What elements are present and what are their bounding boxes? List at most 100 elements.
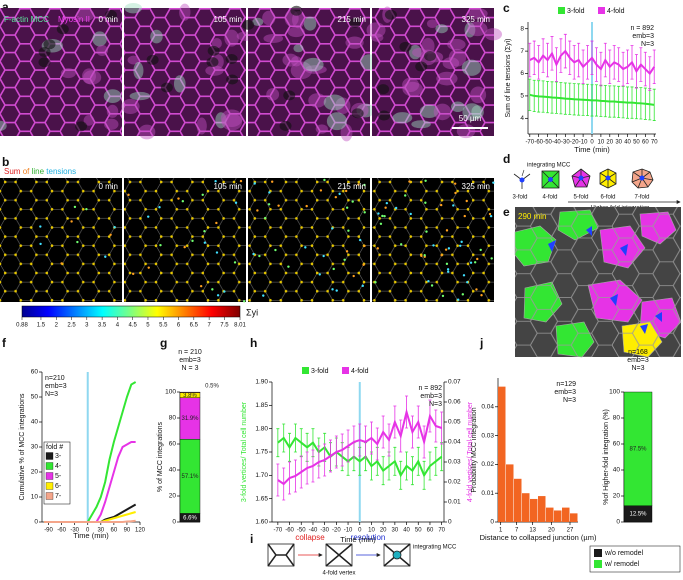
tension-dot (331, 288, 334, 291)
bar-segment (179, 391, 201, 393)
note: emb=3 (554, 389, 576, 396)
series-line (277, 436, 443, 478)
tension-dot (384, 206, 387, 209)
cell-blob (106, 104, 119, 118)
x-tick-label: 13 (529, 528, 536, 534)
dark-cell (160, 82, 173, 93)
diagram-d: integrating MCC 3-fold 4-fold 5-fold 6-f… (512, 163, 681, 212)
y-axis-label: Cumulative % of MCC integrations (19, 393, 26, 500)
value-label: 12.5% (629, 511, 647, 517)
legend-swatch (302, 367, 309, 374)
dark-cell (146, 54, 159, 65)
tension-dot (425, 230, 428, 233)
histogram-bar (570, 513, 578, 522)
channel-label: F-actin MCC (4, 15, 49, 24)
x-axis-label: Time (min) (340, 535, 376, 544)
tension-dot (258, 254, 261, 258)
tension-dot (461, 293, 465, 296)
cell-blob (326, 112, 348, 131)
note: N=3 (429, 401, 442, 408)
panel-label: a (2, 0, 9, 14)
cell-blob (421, 37, 435, 55)
colorbar (21, 305, 241, 318)
y-tick-label: 0 (34, 519, 38, 526)
fold-label: 5-fold (573, 195, 588, 201)
tension-dot (347, 229, 350, 232)
tension-dot (374, 281, 377, 284)
cell-blob (224, 29, 239, 47)
tension-dot (73, 205, 77, 209)
y-tick-label: 10 (31, 494, 39, 501)
note: n=168 (628, 349, 648, 356)
tension-dot (399, 243, 403, 246)
y-tick-label: 60 (31, 369, 39, 376)
dark-cell (56, 24, 69, 35)
time-label: 215 min (338, 15, 366, 24)
tension-dot (363, 183, 366, 187)
cell-blob (290, 61, 313, 80)
legend-label: 3- (55, 453, 62, 460)
cell-blob (315, 124, 328, 134)
vertex-label: 4-fold vertex (322, 571, 355, 577)
y-tick-label: 100 (609, 389, 620, 396)
dark-cell (242, 19, 255, 30)
colorbar-label: Σyi (246, 307, 258, 317)
tension-dot (452, 204, 455, 207)
series-line (44, 519, 136, 523)
y2-tick-label: 0.03 (448, 459, 461, 466)
y-tick-label: 0.02 (481, 461, 494, 468)
cell-blob (215, 112, 227, 129)
value-label: 87.5% (629, 446, 647, 452)
cell-blob (411, 120, 431, 129)
note: n = 892 (630, 25, 654, 32)
tension-dot (408, 180, 411, 183)
dark-cell (351, 108, 364, 119)
cell-blob (371, 33, 384, 42)
tension-dot (331, 227, 334, 230)
note: N=3 (631, 365, 644, 372)
tension-dot (264, 216, 267, 220)
tension-dot (460, 240, 463, 244)
cell-blob (462, 103, 482, 121)
x-tick-label: 70 (438, 528, 445, 534)
tension-dot (381, 214, 384, 218)
time-label: 325 min (462, 182, 490, 191)
tension-dot (262, 294, 265, 297)
cell-blob (179, 3, 191, 21)
tension-dot (345, 250, 349, 253)
y-tick-label: 40 (169, 467, 177, 474)
time-label: 105 min (214, 182, 242, 191)
y-tick-label: 100 (165, 389, 176, 396)
y-tick-label: 20 (31, 469, 39, 476)
x-tick-label: 70 (651, 140, 658, 146)
y-tick-label: 1.65 (255, 495, 268, 502)
y2-tick-label: 0.06 (448, 399, 461, 406)
y-tick-label: 1.90 (255, 379, 268, 386)
series-line (529, 93, 655, 106)
cell-blob (263, 33, 284, 44)
micrograph (248, 8, 370, 136)
tension-dot (113, 225, 116, 229)
panel-label: b (2, 155, 9, 169)
dark-cell (75, 121, 88, 132)
cell-blob (448, 48, 467, 67)
y-tick-label: 0 (172, 519, 176, 526)
diagram-i (267, 543, 411, 567)
dark-cell (424, 51, 437, 62)
tension-dot (39, 242, 42, 246)
tension-dot (358, 238, 362, 242)
x-tick-label: -50 (543, 140, 552, 146)
tension-dot (147, 215, 150, 218)
value-label: 0.5% (205, 384, 219, 390)
cell-blob (76, 8, 95, 22)
tension-dot (305, 204, 308, 208)
tension-dot (322, 254, 325, 258)
dark-cell (349, 17, 362, 28)
word: line (32, 167, 45, 176)
legend-label: 7- (55, 493, 62, 500)
tension-dot (447, 247, 451, 250)
cell-blob (221, 113, 243, 131)
colorbar-tick-label: 7 (207, 323, 211, 329)
tension-dot (456, 298, 460, 301)
